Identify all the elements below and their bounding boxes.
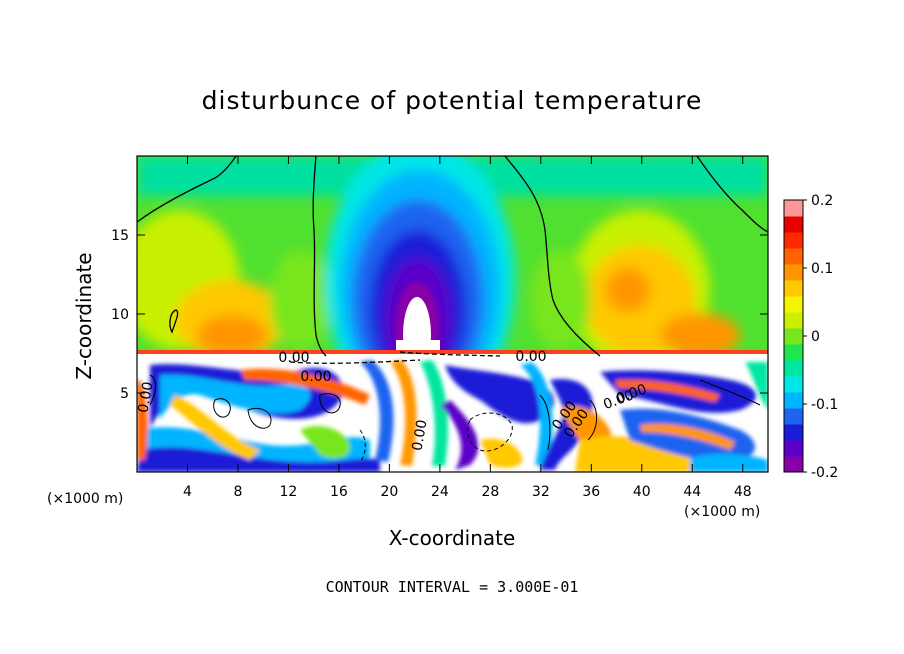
contour-label: 0.00 (409, 419, 430, 452)
contour-label: 0.00 (300, 369, 331, 385)
x-tick-label: 24 (431, 484, 449, 500)
colorbar-swatch (784, 216, 803, 233)
colorbar-swatch (784, 232, 803, 249)
colorbar-swatch (784, 296, 803, 313)
x-tick-label: 8 (233, 484, 242, 500)
y-tick-label: 15 (111, 228, 129, 244)
z-unit-label: (×1000 m) (47, 491, 124, 507)
x-tick-label: 44 (683, 484, 701, 500)
chart-title: disturbunce of potential temperature (201, 86, 703, 115)
colorbar-swatch (784, 264, 803, 281)
x-tick-label: 48 (734, 484, 752, 500)
x-tick-label: 20 (380, 484, 398, 500)
x-tick-label: 12 (280, 484, 298, 500)
colorbar-tick-label: -0.1 (811, 397, 838, 413)
contour-interval-label: CONTOUR INTERVAL = 3.000E-01 (325, 578, 579, 596)
contour-label: 0.00 (278, 350, 309, 366)
colorbar-swatch (784, 408, 803, 425)
x-tick-label: 4 (183, 484, 192, 500)
colorbar-swatch (784, 360, 803, 377)
x-unit-label: (×1000 m) (684, 504, 761, 520)
colorbar-tick-label: 0.2 (811, 193, 833, 209)
colorbar-swatch (784, 456, 803, 473)
colorbar-tick-label: 0 (811, 329, 820, 345)
x-tick-label: 32 (532, 484, 550, 500)
x-tick-label: 40 (633, 484, 651, 500)
colorbar-tick-label: -0.2 (811, 465, 838, 481)
colorbar-swatch (784, 280, 803, 297)
colorbar-swatch (784, 312, 803, 329)
colorbar-swatch (784, 248, 803, 265)
colorbar-swatch (784, 376, 803, 393)
colorbar-swatch (784, 424, 803, 441)
contour-label: 0.00 (515, 349, 546, 365)
y-tick-label: 10 (111, 307, 129, 323)
x-tick-label: 16 (330, 484, 348, 500)
colorbar-tick-label: 0.1 (811, 261, 833, 277)
colorbar-swatch (784, 328, 803, 345)
x-tick-label: 28 (481, 484, 499, 500)
heatmap-field (137, 156, 768, 472)
colorbar-swatch (784, 440, 803, 457)
x-tick-label: 36 (582, 484, 600, 500)
colorbar-swatch (784, 344, 803, 361)
contour-label: 0.00 (135, 381, 156, 414)
colorbar-swatch (784, 392, 803, 409)
y-tick-label: 5 (120, 386, 129, 402)
colorbar-swatch (784, 200, 803, 217)
x-axis-label: X-coordinate (388, 526, 516, 550)
